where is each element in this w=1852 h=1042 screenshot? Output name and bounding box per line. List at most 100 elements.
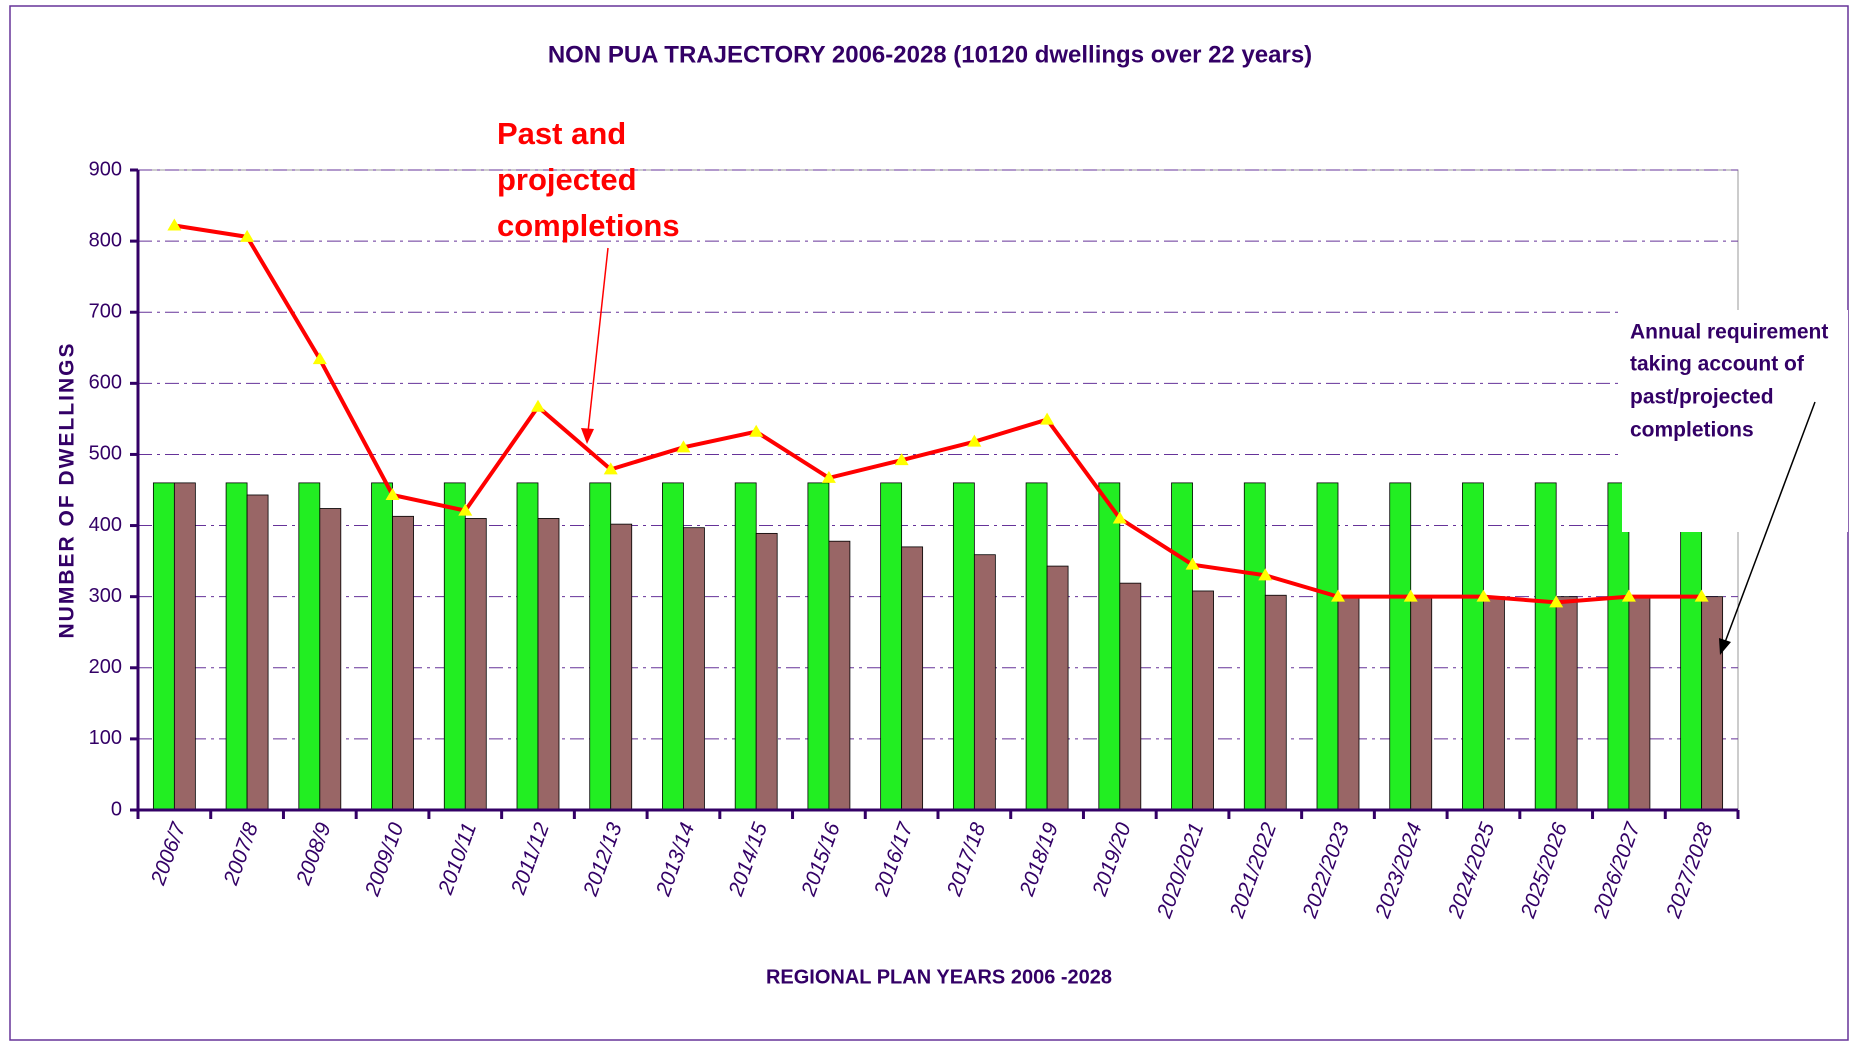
y-tick-label: 700: [89, 301, 122, 323]
bar: [1483, 596, 1505, 811]
marker: [1185, 557, 1200, 570]
bar: [1316, 482, 1339, 811]
bar: [392, 515, 414, 811]
marker: [167, 218, 182, 231]
marker: [1621, 589, 1636, 602]
bar: [683, 527, 705, 811]
y-axis-label: NUMBER OF DWELLINGS: [56, 342, 79, 639]
marker: [749, 424, 764, 437]
bar: [1025, 482, 1048, 811]
line: [174, 223, 1702, 605]
marker: [1694, 589, 1709, 602]
bar: [589, 482, 612, 811]
marker: [240, 229, 255, 242]
bar: [1628, 596, 1651, 811]
marker: [967, 434, 982, 447]
bar: [1701, 596, 1724, 811]
x-tick-label: 2021/2022: [1225, 819, 1281, 921]
x-tick-label: 2007/8: [219, 819, 263, 888]
bar: [901, 546, 924, 811]
x-tick-label: 2008/9: [292, 819, 336, 888]
bar: [1243, 482, 1266, 811]
marker: [385, 487, 400, 500]
marker: [894, 453, 909, 466]
x-tick-label: 2019/20: [1088, 819, 1136, 899]
marker: [458, 503, 473, 516]
x-tick-label: 2012/13: [579, 819, 627, 899]
x-tick-label: 2016/17: [870, 819, 918, 900]
bar: [1389, 482, 1412, 811]
x-tick-label: 2015/16: [797, 819, 845, 899]
bar: [1264, 594, 1287, 811]
bar: [952, 482, 975, 811]
x-tick-label: 2010/11: [434, 820, 481, 899]
y-tick-label: 500: [89, 443, 122, 465]
bar: [755, 532, 778, 811]
marker: [603, 462, 618, 475]
annotation: past/projected: [1630, 386, 1774, 409]
bar: [1337, 596, 1360, 811]
annotation: projected: [497, 162, 637, 197]
bar: [298, 482, 321, 811]
annotation-arrow: [587, 247, 609, 433]
marker: [531, 399, 545, 412]
x-tick-label: 2026/2027: [1589, 819, 1645, 922]
marker: [1258, 568, 1273, 581]
y-tick-label: 600: [89, 372, 122, 394]
annotation-arrow: [1723, 401, 1816, 646]
bar: [443, 482, 466, 811]
bar: [807, 482, 830, 811]
x-tick-label: 2014/15: [724, 819, 772, 899]
y-tick-label: 300: [89, 585, 122, 607]
bar: [1046, 565, 1069, 811]
x-tick-label: 2011/12: [507, 819, 554, 898]
marker: [1476, 589, 1491, 602]
marker: [1112, 511, 1127, 524]
bar: [1171, 482, 1193, 811]
marker: [1403, 589, 1418, 602]
bar: [1462, 482, 1484, 811]
chart-title: NON PUA TRAJECTORY 2006-2028 (10120 dwel…: [548, 41, 1312, 68]
y-tick-label: 900: [89, 158, 122, 180]
x-tick-label: 2013/14: [651, 820, 699, 900]
bar: [319, 508, 342, 811]
annotation: Annual requirement: [1630, 321, 1828, 344]
annotation: completions: [497, 208, 680, 243]
annotation: taking account of: [1630, 353, 1805, 376]
x-axis-label: REGIONAL PLAN YEARS 2006 -2028: [766, 966, 1112, 988]
y-tick-label: 400: [89, 514, 122, 536]
marker: [1549, 595, 1564, 608]
marker: [676, 440, 691, 453]
marker: [312, 352, 327, 365]
bar: [973, 554, 996, 811]
bar: [1534, 482, 1557, 811]
bar: [1410, 596, 1433, 811]
bar: [464, 518, 487, 811]
x-tick-label: 2024/2025: [1443, 819, 1499, 921]
x-tick-label: 2020/2021: [1153, 820, 1209, 922]
x-tick-label: 2025/2026: [1516, 819, 1572, 921]
x-tick-label: 2017/18: [942, 819, 990, 899]
x-tick-label: 2023/2024: [1371, 820, 1427, 922]
bar: [662, 482, 684, 811]
bar: [1192, 590, 1214, 811]
bar: [173, 482, 196, 811]
annotation: completions: [1630, 419, 1754, 442]
bar: [610, 523, 633, 811]
x-tick-label: 2009/10: [361, 819, 409, 899]
annotation: Past and: [497, 116, 626, 151]
marker: [821, 470, 836, 483]
arrow-head: [1719, 638, 1731, 655]
bar: [516, 482, 539, 811]
bar: [246, 494, 269, 811]
bar: [734, 482, 757, 811]
y-tick-label: 100: [89, 727, 122, 749]
marker: [1331, 589, 1345, 602]
bar: [828, 540, 851, 811]
bar: [1555, 596, 1578, 811]
y-tick-label: 0: [111, 798, 122, 820]
y-tick-label: 200: [89, 656, 122, 678]
bar: [1119, 582, 1142, 811]
marker: [1040, 412, 1055, 425]
arrow-head: [581, 428, 594, 444]
